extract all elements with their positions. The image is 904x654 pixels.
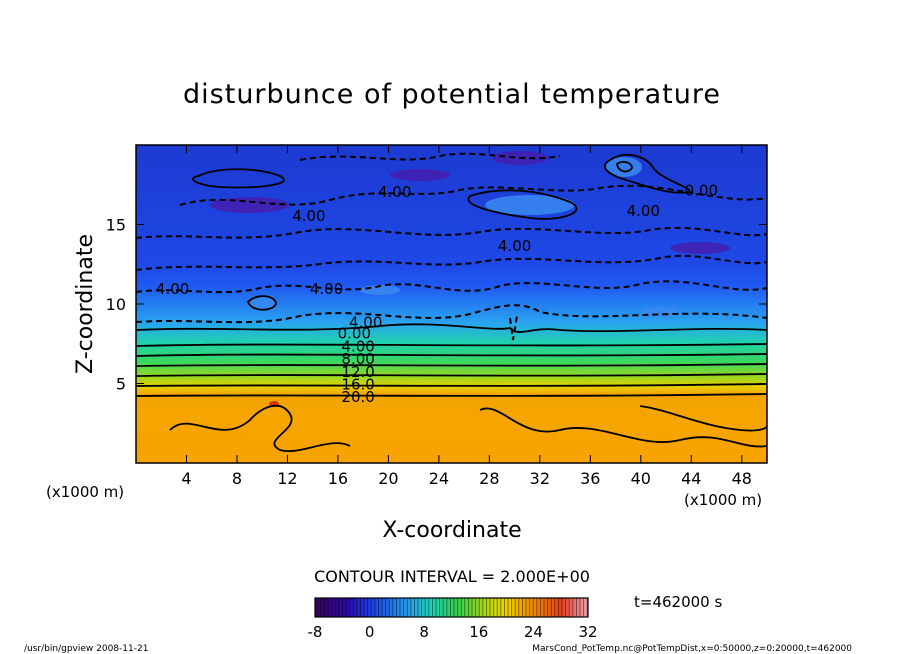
contour-label: 0.00 xyxy=(685,182,718,200)
x-axis-label: X-coordinate xyxy=(382,518,521,543)
zero-contours xyxy=(136,153,767,453)
x-tick-label: 32 xyxy=(530,469,550,488)
contour-label: 16.0 xyxy=(341,376,374,394)
contour-label: 4.00 xyxy=(498,237,531,255)
x-tick-label: 40 xyxy=(631,469,651,488)
y-axis-label: Z-coordinate xyxy=(73,234,98,374)
contour-label: 8.00 xyxy=(341,350,374,368)
time-label: t=462000 s xyxy=(634,593,722,611)
x-axis: 4 8 12 16 20 24 28 32 36 40 44 48 xyxy=(181,145,752,488)
colorbar-frame xyxy=(314,597,589,618)
contour-label: 4.00 xyxy=(341,337,374,355)
contour-label: 4.00 xyxy=(627,202,660,220)
contour-label: 4.00 xyxy=(310,280,343,298)
contour-label: 4.00 xyxy=(156,280,189,298)
negative-contours xyxy=(136,152,767,341)
contour-label: 0.00 xyxy=(338,325,371,343)
colorbar-segments xyxy=(315,598,588,617)
contour-label: 20.0 xyxy=(341,388,374,406)
y-tick-label: 5 xyxy=(116,375,126,394)
contour-label: 4.00 xyxy=(292,207,325,225)
contour-label: 4.00 xyxy=(349,313,382,331)
x-tick-label: 48 xyxy=(732,469,752,488)
chart-title: disturbunce of potential temperature xyxy=(183,79,721,110)
x-tick-label: 24 xyxy=(429,469,449,488)
contour-label: 4.00 xyxy=(378,183,411,201)
y-tick-label: 15 xyxy=(106,216,126,235)
colorbar-ticks: -8 0 8 16 24 32 xyxy=(308,623,598,641)
plot-area: 4.004.000.004.004.004.00 4.004.000.004.00… xyxy=(136,145,767,463)
x-tick-label: 36 xyxy=(580,469,600,488)
colorbar-tick-label: -8 xyxy=(308,623,323,641)
x-tick-label: 16 xyxy=(328,469,348,488)
x-tick-label: 20 xyxy=(378,469,398,488)
colorbar-tick-label: 24 xyxy=(524,623,543,641)
contour-labels: 4.004.000.004.004.004.00 4.004.000.004.00… xyxy=(156,182,718,407)
contour-interval-label: CONTOUR INTERVAL = 2.000E+00 xyxy=(314,567,590,586)
y-tick-label: 10 xyxy=(106,295,126,314)
contour-label: 12.0 xyxy=(341,363,374,381)
footer-right: MarsCond_PotTemp.nc@PotTempDist,x=0:5000… xyxy=(532,644,852,654)
footer-left: /usr/bin/gpview 2008-11-21 xyxy=(24,644,148,654)
colorbar-tick-label: 8 xyxy=(419,623,429,641)
colorbar-tick-label: 32 xyxy=(578,623,597,641)
y-axis: 5 10 15 xyxy=(106,216,767,394)
x-tick-label: 4 xyxy=(181,469,191,488)
colorbar-tick-label: 16 xyxy=(469,623,488,641)
x-unit-right: (x1000 m) xyxy=(684,491,762,509)
x-tick-label: 12 xyxy=(277,469,297,488)
x-unit-left: (x1000 m) xyxy=(46,483,124,501)
light-anomaly-patches xyxy=(248,157,678,317)
x-tick-label: 44 xyxy=(681,469,701,488)
colorbar-tick-label: 0 xyxy=(365,623,375,641)
x-tick-label: 8 xyxy=(232,469,242,488)
colorbar: -8 0 8 16 24 32 xyxy=(308,597,598,641)
x-tick-label: 28 xyxy=(479,469,499,488)
